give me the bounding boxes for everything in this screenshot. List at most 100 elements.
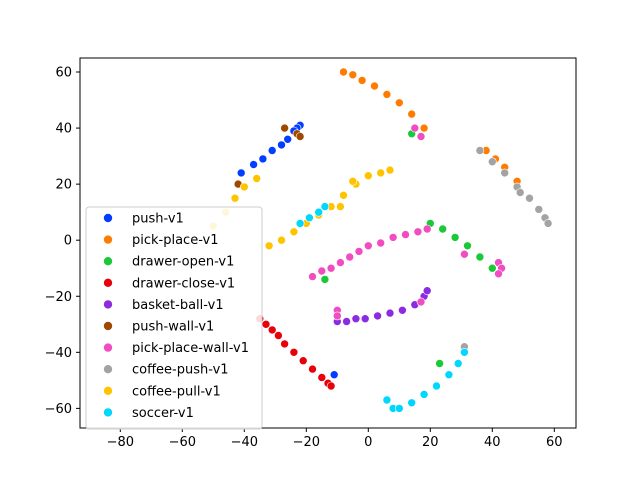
data-point-basket-ball-v1 bbox=[360, 314, 370, 324]
legend-label-drawer-open-v1: drawer-open-v1 bbox=[132, 255, 234, 270]
data-point-coffee-pull-v1 bbox=[336, 202, 345, 211]
data-point-pick-place-v1 bbox=[394, 98, 404, 108]
x-tick-label: −20 bbox=[293, 435, 320, 450]
data-point-push-v1 bbox=[258, 154, 268, 164]
data-point-coffee-pull-v1 bbox=[376, 168, 386, 178]
data-point-soccer-v1 bbox=[305, 213, 314, 223]
data-point-coffee-push-v1 bbox=[525, 193, 534, 203]
data-point-drawer-close-v1 bbox=[308, 364, 317, 374]
legend-box bbox=[85, 206, 263, 430]
legend-marker-pick-place-wall-v1 bbox=[103, 342, 113, 353]
data-point-coffee-push-v1 bbox=[534, 205, 544, 214]
legend-label-coffee-pull-v1: coffee-pull-v1 bbox=[132, 384, 221, 399]
data-point-soccer-v1 bbox=[460, 347, 469, 357]
data-point-drawer-open-v1 bbox=[450, 233, 460, 242]
data-point-coffee-pull-v1 bbox=[277, 235, 286, 245]
data-point-coffee-pull-v1 bbox=[240, 182, 249, 192]
data-point-coffee-pull-v1 bbox=[348, 177, 358, 186]
y-tick-label: 0 bbox=[64, 234, 72, 249]
data-point-basket-ball-v1 bbox=[351, 314, 361, 324]
data-point-coffee-pull-v1 bbox=[264, 241, 274, 251]
data-point-drawer-open-v1 bbox=[463, 241, 472, 251]
data-point-soccer-v1 bbox=[444, 370, 454, 380]
legend-marker-push-wall-v1 bbox=[103, 321, 113, 331]
data-point-pick-place-wall-v1 bbox=[410, 123, 420, 133]
data-point-push-wall-v1 bbox=[295, 132, 305, 141]
legend-marker-pick-place-v1 bbox=[103, 234, 113, 245]
data-point-drawer-close-v1 bbox=[289, 347, 299, 357]
data-point-soccer-v1 bbox=[295, 219, 305, 228]
data-point-drawer-close-v1 bbox=[326, 381, 336, 391]
legend-marker-drawer-open-v1 bbox=[103, 256, 113, 267]
legend-marker-coffee-pull-v1 bbox=[103, 385, 113, 396]
legend-label-pick-place-wall-v1: pick-place-wall-v1 bbox=[132, 341, 249, 356]
data-point-coffee-pull-v1 bbox=[230, 193, 240, 203]
data-point-push-v1 bbox=[277, 140, 286, 150]
data-point-soccer-v1 bbox=[453, 359, 463, 368]
data-point-coffee-push-v1 bbox=[475, 146, 485, 155]
legend-label-soccer-v1: soccer-v1 bbox=[132, 406, 194, 421]
x-tick-label: 40 bbox=[484, 435, 501, 450]
data-point-pick-place-wall-v1 bbox=[363, 241, 373, 251]
y-tick-label: −60 bbox=[45, 402, 72, 417]
legend-marker-push-v1 bbox=[103, 213, 113, 223]
data-point-pick-place-wall-v1 bbox=[416, 132, 426, 141]
data-points-layer bbox=[209, 67, 553, 413]
data-point-pick-place-v1 bbox=[407, 109, 417, 119]
data-point-pick-place-wall-v1 bbox=[401, 230, 410, 239]
x-tick-label: −60 bbox=[169, 435, 196, 450]
legend-label-push-v1: push-v1 bbox=[132, 212, 184, 227]
legend-marker-soccer-v1 bbox=[103, 407, 113, 418]
data-point-soccer-v1 bbox=[314, 207, 324, 217]
data-point-pick-place-v1 bbox=[370, 81, 379, 91]
data-point-drawer-close-v1 bbox=[280, 339, 289, 349]
data-point-pick-place-wall-v1 bbox=[460, 249, 469, 259]
data-point-pick-place-wall-v1 bbox=[317, 266, 327, 276]
data-point-drawer-close-v1 bbox=[267, 325, 277, 335]
data-point-drawer-close-v1 bbox=[298, 356, 308, 366]
data-point-coffee-pull-v1 bbox=[339, 191, 348, 200]
x-tick-label: 20 bbox=[422, 435, 439, 450]
data-point-drawer-close-v1 bbox=[317, 373, 327, 382]
data-point-drawer-close-v1 bbox=[261, 319, 271, 329]
data-point-push-v1 bbox=[329, 370, 339, 380]
data-point-drawer-open-v1 bbox=[435, 359, 444, 368]
data-point-basket-ball-v1 bbox=[373, 311, 382, 321]
legend-marker-basket-ball-v1 bbox=[103, 299, 113, 310]
data-point-pick-place-wall-v1 bbox=[388, 233, 398, 242]
data-point-pick-place-wall-v1 bbox=[326, 263, 336, 273]
data-point-push-wall-v1 bbox=[280, 123, 289, 133]
data-point-push-v1 bbox=[236, 168, 246, 178]
data-point-basket-ball-v1 bbox=[398, 305, 407, 315]
data-point-drawer-open-v1 bbox=[475, 252, 485, 262]
data-point-coffee-pull-v1 bbox=[363, 171, 373, 180]
data-point-coffee-push-v1 bbox=[543, 219, 553, 228]
y-tick-label: −20 bbox=[45, 290, 72, 305]
y-tick-label: 60 bbox=[55, 66, 72, 81]
x-tick-label: 60 bbox=[546, 435, 563, 450]
data-point-push-v1 bbox=[283, 135, 293, 144]
data-point-basket-ball-v1 bbox=[422, 286, 432, 296]
data-point-pick-place-v1 bbox=[339, 67, 348, 77]
legend: push-v1 pick-place-v1 drawer-open-v1 drawer… bbox=[85, 206, 263, 430]
y-axis: −60 −40 −20 0 20 40 60 bbox=[45, 66, 80, 417]
data-point-pick-place-wall-v1 bbox=[336, 258, 345, 267]
data-point-pick-place-wall-v1 bbox=[308, 272, 317, 281]
data-point-coffee-pull-v1 bbox=[385, 165, 395, 175]
legend-label-drawer-close-v1: drawer-close-v1 bbox=[132, 276, 235, 291]
data-point-soccer-v1 bbox=[432, 381, 441, 391]
data-point-pick-place-v1 bbox=[348, 70, 358, 80]
data-point-coffee-pull-v1 bbox=[289, 227, 299, 237]
data-point-drawer-open-v1 bbox=[487, 263, 497, 273]
data-point-pick-place-wall-v1 bbox=[416, 297, 426, 307]
legend-marker-coffee-push-v1 bbox=[103, 364, 113, 375]
x-tick-label: −40 bbox=[231, 435, 258, 450]
data-point-drawer-open-v1 bbox=[438, 224, 448, 234]
legend-label-coffee-push-v1: coffee-push-v1 bbox=[132, 363, 229, 378]
data-point-push-v1 bbox=[267, 146, 277, 155]
data-point-coffee-push-v1 bbox=[487, 157, 497, 166]
x-axis: −80 −60 −40 −20 0 20 40 60 bbox=[107, 428, 563, 450]
data-point-pick-place-wall-v1 bbox=[354, 247, 364, 256]
data-point-soccer-v1 bbox=[394, 404, 404, 413]
